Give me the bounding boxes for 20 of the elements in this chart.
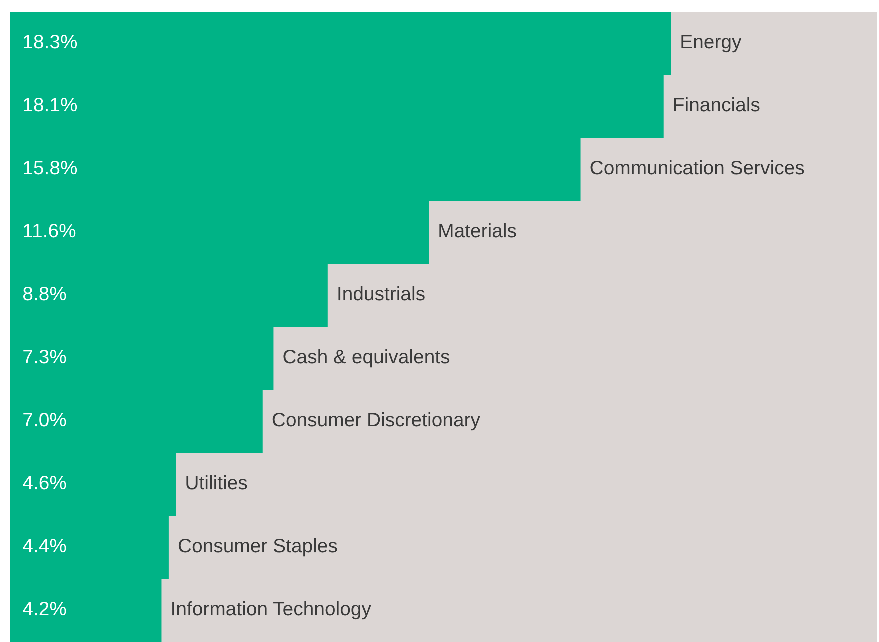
y-tick-label: Cash & equivalents [284,349,450,368]
data-label: 15.8% [24,160,78,175]
data-label: 7.3% [24,350,66,364]
data-label: 18.1% [24,98,78,112]
y-tick-label: Industrials [338,286,425,301]
data-label: 4.4% [23,539,66,553]
data-label: 8.8% [23,286,66,301]
data-label: 18.3% [24,34,78,49]
y-tick-label: Materials [440,223,516,238]
data-label: 7.0% [24,412,66,427]
y-tick-label: Energy [682,35,742,53]
y-tick-label: Consumer Staples [178,538,338,557]
y-tick-label: Utilities [186,475,248,490]
data-label: 11.6% [24,224,76,238]
data-label: 4.2% [23,602,66,616]
y-tick-label: Information Technology [172,601,372,620]
y-tick-label: Communication Services [590,160,804,175]
data-label: 4.6% [23,476,66,490]
y-tick-label: Financials [674,97,760,112]
y-tick-label: Consumer Discretionary [272,412,480,431]
